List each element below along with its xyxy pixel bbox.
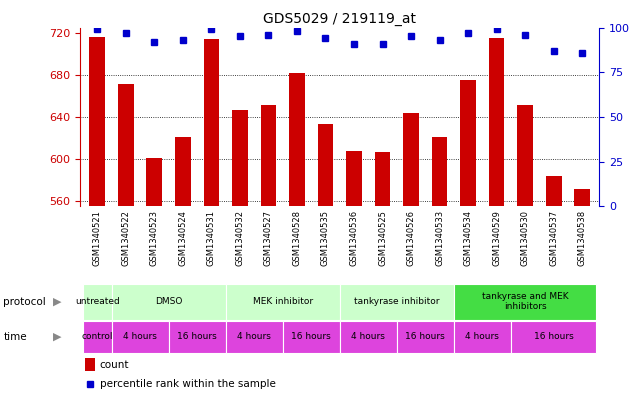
Text: protocol: protocol [3, 297, 46, 307]
Bar [375, 152, 390, 206]
Bar [340, 284, 454, 320]
Text: GSM1340523: GSM1340523 [150, 210, 159, 266]
Text: GSM1340527: GSM1340527 [264, 210, 273, 266]
Text: GSM1340522: GSM1340522 [121, 210, 130, 266]
Bar [283, 321, 340, 353]
Bar [169, 321, 226, 353]
Text: count: count [100, 360, 129, 370]
Text: GSM1340532: GSM1340532 [235, 210, 244, 266]
Text: GSM1340534: GSM1340534 [463, 210, 472, 266]
Bar [346, 151, 362, 206]
Text: GSM1340521: GSM1340521 [93, 210, 102, 266]
Bar [432, 137, 447, 206]
Text: MEK inhibitor: MEK inhibitor [253, 297, 313, 306]
Text: control: control [81, 332, 113, 342]
Bar [112, 321, 169, 353]
Bar [517, 105, 533, 206]
Text: tankyrase and MEK
inhibitors: tankyrase and MEK inhibitors [482, 292, 569, 311]
Text: GSM1340533: GSM1340533 [435, 210, 444, 266]
Text: 4 hours: 4 hours [237, 332, 271, 342]
Text: untreated: untreated [75, 297, 120, 306]
Bar [511, 321, 597, 353]
Text: DMSO: DMSO [155, 297, 182, 306]
Text: GSM1340524: GSM1340524 [178, 210, 187, 266]
Text: percentile rank within the sample: percentile rank within the sample [100, 379, 276, 389]
Bar [89, 37, 105, 206]
Text: 16 hours: 16 hours [534, 332, 574, 342]
Text: ▶: ▶ [53, 297, 62, 307]
Text: tankyrase inhibitor: tankyrase inhibitor [354, 297, 440, 306]
Title: GDS5029 / 219119_at: GDS5029 / 219119_at [263, 13, 416, 26]
Bar [83, 284, 112, 320]
Text: GSM1340536: GSM1340536 [349, 210, 358, 266]
Bar [232, 110, 247, 206]
Text: GSM1340538: GSM1340538 [578, 210, 587, 266]
Text: GSM1340537: GSM1340537 [549, 210, 558, 266]
Bar [340, 321, 397, 353]
Text: 4 hours: 4 hours [351, 332, 385, 342]
Text: GSM1340526: GSM1340526 [406, 210, 415, 266]
Text: ▶: ▶ [53, 332, 62, 342]
Bar [546, 176, 562, 206]
Bar [574, 189, 590, 206]
Bar [175, 137, 190, 206]
Text: GSM1340529: GSM1340529 [492, 210, 501, 266]
Bar [203, 39, 219, 206]
Text: 4 hours: 4 hours [465, 332, 499, 342]
Bar [118, 84, 133, 206]
Bar [112, 284, 226, 320]
Bar [226, 284, 340, 320]
Text: time: time [3, 332, 27, 342]
Bar [289, 73, 304, 206]
Bar [397, 321, 454, 353]
Text: GSM1340525: GSM1340525 [378, 210, 387, 266]
Text: 4 hours: 4 hours [123, 332, 157, 342]
Bar [146, 158, 162, 206]
Bar [260, 105, 276, 206]
Text: GSM1340528: GSM1340528 [292, 210, 301, 266]
Text: 16 hours: 16 hours [406, 332, 445, 342]
Bar [226, 321, 283, 353]
Bar [83, 321, 112, 353]
Text: GSM1340530: GSM1340530 [520, 210, 529, 266]
Text: GSM1340531: GSM1340531 [207, 210, 216, 266]
Bar [318, 124, 333, 206]
Text: 16 hours: 16 hours [177, 332, 217, 342]
Text: 16 hours: 16 hours [291, 332, 331, 342]
Bar [460, 80, 476, 206]
Bar [489, 38, 504, 206]
Bar [85, 358, 95, 371]
Text: GSM1340535: GSM1340535 [321, 210, 330, 266]
Bar [454, 284, 597, 320]
Bar [454, 321, 511, 353]
Bar [403, 113, 419, 206]
